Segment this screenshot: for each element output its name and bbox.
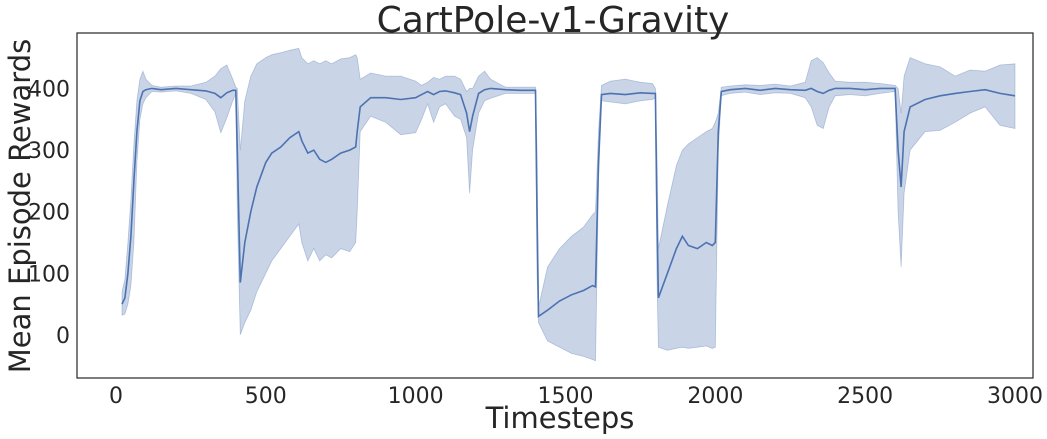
x-axis-label: Timesteps xyxy=(485,401,635,435)
plot-area xyxy=(121,47,1016,362)
x-tick-label: 500 xyxy=(245,384,287,409)
y-tick-label: 200 xyxy=(28,201,70,226)
plot-frame xyxy=(76,32,1034,379)
series-line xyxy=(121,87,1016,318)
y-tick-label: 0 xyxy=(56,324,70,349)
x-tick-label: 1500 xyxy=(537,384,593,409)
y-tick-label: 400 xyxy=(28,77,70,102)
y-axis-label: Mean Episode Rewards xyxy=(3,39,37,373)
chart-title: CartPole-v1-Gravity xyxy=(377,0,730,41)
x-tick-label: 0 xyxy=(109,384,123,409)
y-tick-label: 300 xyxy=(28,139,70,164)
y-axis-ticks: 0 100 200 300 400 xyxy=(28,77,70,348)
x-tick-label: 1000 xyxy=(388,384,444,409)
confidence-band xyxy=(121,47,1016,362)
y-tick-label: 100 xyxy=(28,262,70,287)
x-tick-label: 2000 xyxy=(687,384,743,409)
x-tick-label: 3000 xyxy=(987,384,1043,409)
x-tick-label: 2500 xyxy=(837,384,893,409)
x-axis-ticks: 0 500 1000 1500 2000 2500 3000 xyxy=(109,384,1043,409)
